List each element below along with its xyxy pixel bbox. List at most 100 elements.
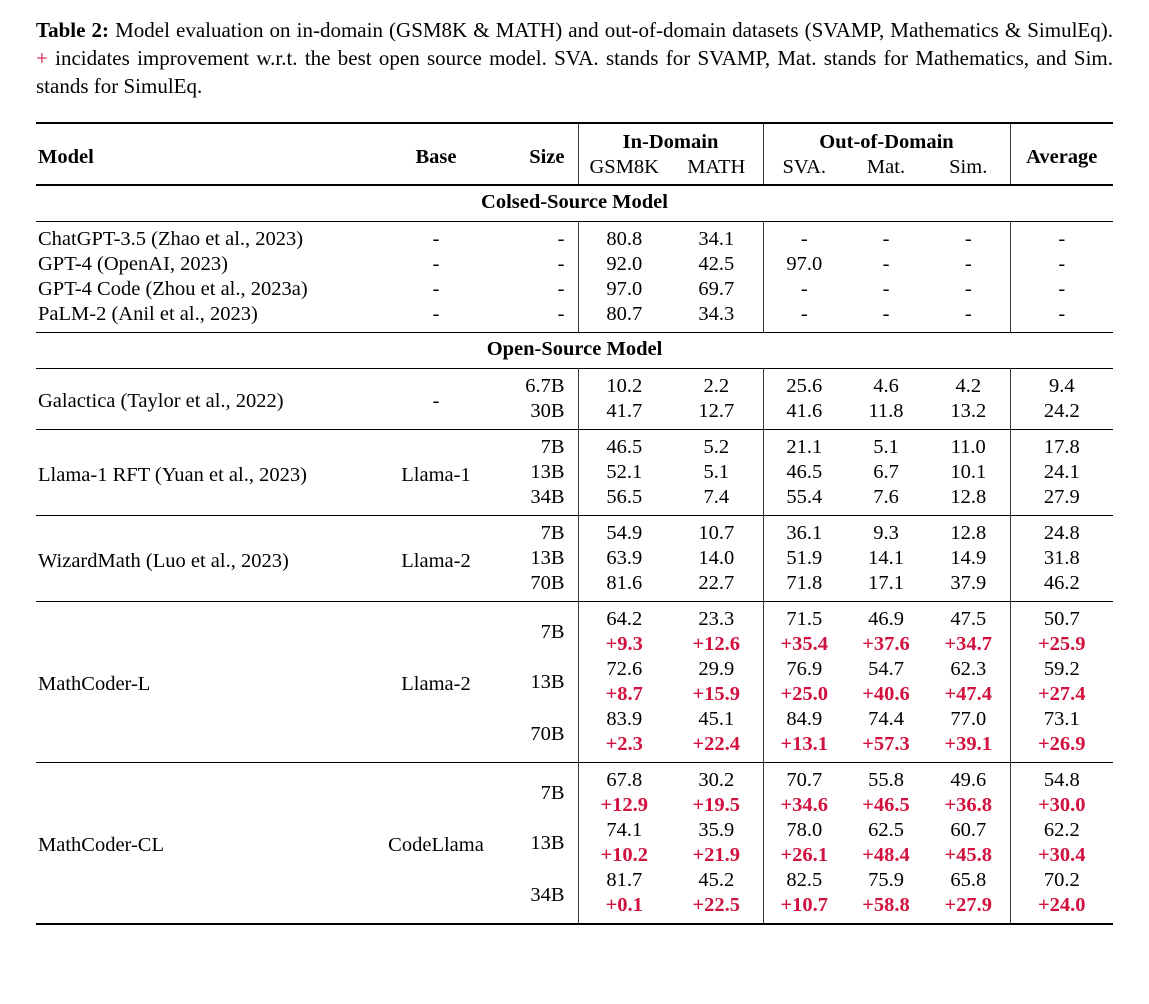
size-cell: 13B: [530, 670, 565, 693]
score-cell: 17.8: [1009, 429, 1113, 460]
score-cell: 71.8: [762, 571, 845, 602]
delta-cell: +12.6: [692, 633, 741, 655]
model-name-cell: Galactica (Taylor et al., 2022): [38, 390, 284, 412]
model-name-cell: MathCoder-CL: [38, 834, 164, 856]
delta-cell: +0.1: [577, 893, 670, 924]
delta-cell: +10.2: [577, 843, 670, 868]
score-cell: 75.9: [868, 869, 904, 891]
score-cell: 56.5: [577, 485, 670, 516]
score-cell: 81.6: [577, 571, 670, 602]
score-cell: 54.9: [577, 515, 670, 546]
score-cell: 54.8: [1009, 762, 1113, 793]
score-cell: 4.6: [873, 375, 899, 397]
score-cell: 74.4: [868, 708, 904, 730]
score-cell: 41.7: [577, 399, 670, 430]
section-title-block: Colsed-Source Model: [36, 185, 1113, 222]
delta-cell: +19.5: [692, 794, 741, 816]
score-cell: 50.7: [1009, 601, 1113, 632]
score-row: Llama-1 RFT (Yuan et al., 2023) Llama-1 7B…: [36, 429, 1113, 486]
score-cell: 60.7: [950, 819, 987, 841]
delta-cell: +10.7: [762, 893, 845, 924]
base-cell: -: [432, 278, 440, 300]
score-cell: 45.2: [698, 869, 735, 891]
size-cell: 30B: [530, 400, 565, 422]
delta-cell: +22.4: [692, 733, 741, 755]
score-cell: 5.2: [703, 436, 730, 458]
size-cell: -: [557, 228, 565, 250]
col-header-gsm8k: GSM8K: [577, 155, 670, 185]
model-group: MathCoder-CL CodeLlama 7B 67.8 30.2 70.7 55.8 4…: [36, 762, 1113, 924]
score-cell: 55.8: [868, 769, 904, 791]
score-cell: 62.3: [950, 658, 987, 680]
delta-cell: +35.4: [762, 632, 845, 657]
delta-cell: +40.6: [862, 683, 910, 705]
score-row: 34B 56.5 7.4 55.4 7.6 12.8 27.9: [36, 485, 1113, 516]
score-cell: 34.3: [698, 303, 735, 325]
score-cell: 46.2: [1009, 571, 1113, 602]
model-group: WizardMath (Luo et al., 2023) Llama-2 7B 54…: [36, 515, 1113, 602]
score-cell: 14.0: [698, 547, 735, 569]
model-name-cell: WizardMath (Luo et al., 2023): [38, 549, 289, 572]
score-cell: 31.8: [1009, 546, 1113, 571]
caption-label: Table 2:: [36, 18, 109, 42]
delta-cell: +22.5: [692, 894, 741, 916]
model-group: Llama-1 RFT (Yuan et al., 2023) Llama-1 7B…: [36, 429, 1113, 516]
score-cell: 30.2: [698, 769, 735, 791]
section-title-block: Open-Source Model: [36, 332, 1113, 369]
size-cell: -: [557, 278, 565, 300]
score-cell: -: [1009, 302, 1113, 333]
score-cell: 12.7: [698, 400, 735, 422]
score-cell: 35.9: [698, 819, 735, 841]
size-cell: 13B: [530, 831, 565, 854]
score-cell: 5.1: [703, 461, 730, 483]
col-header-math: MATH: [687, 156, 746, 178]
delta-cell: +46.5: [862, 794, 910, 816]
delta-cell: +48.4: [862, 844, 910, 866]
score-cell: 70.7: [762, 762, 845, 793]
score-cell: -: [882, 303, 890, 325]
base-cell: Llama-1: [401, 463, 471, 486]
size-cell: 34B: [530, 884, 565, 906]
size-cell: 7B: [540, 436, 565, 458]
delta-cell: +15.9: [692, 683, 741, 705]
score-cell: -: [1009, 277, 1113, 302]
delta-cell: +57.3: [862, 733, 910, 755]
col-header-sim: Sim.: [949, 156, 988, 178]
score-cell: 65.8: [950, 869, 987, 891]
score-cell: 6.7: [873, 461, 899, 483]
base-cell: -: [432, 228, 440, 250]
score-cell: 83.9: [577, 707, 670, 732]
delta-cell: +47.4: [944, 683, 993, 705]
score-cell: -: [882, 278, 890, 300]
score-cell: 11.0: [950, 436, 986, 458]
delta-row: +8.7 +15.9 +25.0 +40.6 +47.4 +27.4: [36, 682, 1113, 707]
score-cell: 37.9: [950, 572, 987, 594]
model-name-cell: GPT-4 Code (Zhou et al., 2023a): [38, 278, 308, 300]
section-header: Open-Source Model: [486, 338, 663, 360]
score-row: MathCoder-CL CodeLlama 7B 67.8 30.2 70.7 55.8 4…: [36, 762, 1113, 856]
score-cell: 11.8: [868, 400, 904, 422]
score-cell: 41.6: [762, 399, 845, 430]
score-cell: 12.8: [950, 486, 987, 508]
score-row: 13B 74.1 35.9 78.0 62.5 60.7 62.2: [36, 818, 1113, 854]
col-header-model: Model: [38, 145, 94, 168]
score-cell: -: [1009, 221, 1113, 252]
size-cell: -: [557, 253, 565, 275]
section-header: Colsed-Source Model: [481, 191, 668, 213]
score-cell: 10.7: [698, 522, 735, 544]
caption-plus-symbol: +: [36, 46, 48, 70]
score-cell: 63.9: [577, 546, 670, 571]
score-cell: 22.7: [698, 572, 735, 594]
score-row: 30B 41.7 12.7 41.6 11.8 13.2 24.2: [36, 399, 1113, 430]
score-cell: 62.5: [868, 819, 904, 841]
size-cell: 34B: [530, 486, 565, 508]
delta-cell: +12.9: [577, 793, 670, 818]
score-cell: 74.1: [577, 818, 670, 843]
score-cell: 14.1: [868, 547, 904, 569]
delta-cell: +37.6: [862, 633, 910, 655]
score-cell: 24.1: [1009, 460, 1113, 485]
score-cell: -: [964, 253, 972, 275]
score-cell: 70.2: [1009, 868, 1113, 893]
col-header-in-domain: In-Domain: [577, 123, 763, 155]
score-cell: 49.6: [950, 769, 987, 791]
